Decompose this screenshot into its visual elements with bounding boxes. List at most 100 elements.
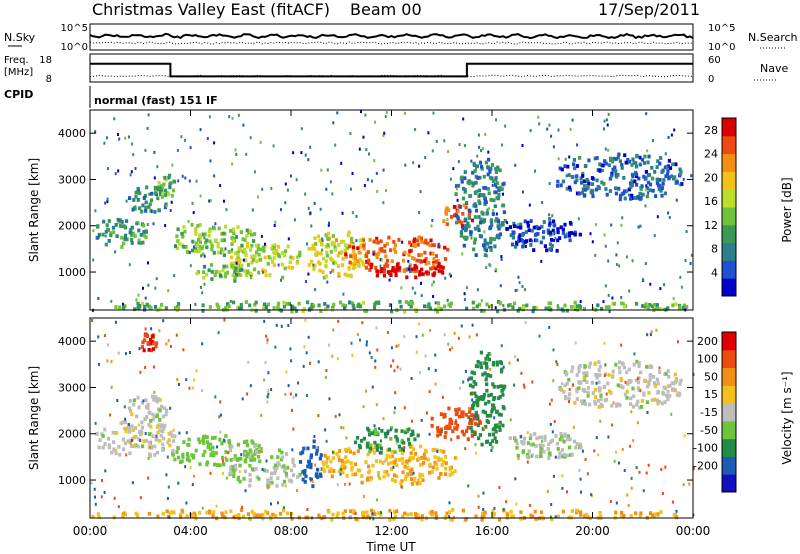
power-cell [246, 244, 250, 249]
power-cell [351, 301, 355, 306]
velocity-cell [631, 386, 635, 391]
power-cell [393, 250, 398, 254]
power-cell [601, 169, 604, 172]
velocity-cell [547, 456, 551, 461]
velocity-cell [168, 511, 172, 515]
power-cell [324, 264, 328, 269]
velocity-cell [340, 468, 343, 472]
velocity-cell [620, 343, 623, 347]
velocity-cell [411, 432, 415, 437]
power-cell [337, 242, 341, 247]
power-cell [675, 179, 679, 184]
power-cell [353, 265, 357, 269]
velocity-cell [415, 350, 418, 354]
velocity-cell [414, 452, 418, 456]
power-cell [491, 183, 494, 187]
velocity-cell [449, 465, 452, 469]
power-cell [419, 190, 422, 194]
velocity-cell [629, 514, 633, 518]
velocity-cell [339, 469, 343, 474]
power-cell [191, 201, 194, 205]
velocity-cell [362, 436, 366, 441]
velocity-cell [373, 512, 377, 516]
velocity-cell [477, 494, 480, 498]
velocity-cell [91, 514, 95, 519]
velocity-cell [209, 471, 212, 475]
power-cell [635, 154, 639, 159]
velocity-cell [471, 323, 474, 327]
power-cell [290, 174, 292, 178]
power-cell [170, 193, 174, 198]
velocity-cell [435, 462, 439, 467]
velocity-cell [302, 364, 305, 368]
velocity-cell [508, 436, 512, 441]
power-cell [529, 129, 532, 133]
power-cell [143, 304, 147, 309]
velocity-cell [498, 517, 502, 522]
velocity-cell [489, 413, 493, 418]
power-cell [362, 243, 366, 248]
power-cell [264, 242, 266, 246]
power-cell [419, 253, 423, 257]
power-cell [351, 245, 356, 250]
power-cell [266, 261, 270, 266]
velocity-cell [581, 449, 584, 453]
velocity-cell [251, 454, 255, 459]
velocity-cell [645, 471, 648, 475]
power-cell [415, 258, 419, 263]
velocity-cell [306, 464, 310, 469]
velocity-cell [563, 383, 567, 388]
power-cell [593, 156, 597, 161]
power-cell [284, 182, 287, 186]
velocity-colorbar-tick: -200 [693, 459, 718, 472]
power-colorbar-swatch [722, 207, 736, 226]
velocity-cell [153, 453, 157, 457]
power-cell [231, 162, 234, 166]
velocity-cell [593, 361, 597, 366]
power-cell [575, 304, 580, 309]
velocity-cell [499, 369, 504, 374]
velocity-cell [574, 341, 577, 345]
power-cell [393, 243, 397, 248]
power-cell [231, 116, 234, 120]
velocity-cell [584, 514, 589, 518]
velocity-cell [427, 367, 430, 371]
power-cell [672, 297, 675, 301]
power-cell [620, 301, 624, 306]
velocity-cell [492, 397, 496, 401]
power-cell [284, 249, 288, 254]
power-cell [585, 177, 589, 182]
velocity-cell [383, 470, 387, 474]
velocity-cell [143, 338, 147, 343]
velocity-cell [113, 496, 116, 500]
velocity-cell [107, 443, 112, 448]
velocity-cell [683, 434, 686, 438]
power-cell [556, 304, 559, 308]
power-cell [603, 159, 607, 163]
velocity-cell [656, 512, 660, 517]
power-cell [563, 222, 567, 227]
power-cell [463, 235, 467, 240]
velocity-cell [100, 495, 103, 499]
power-cell [424, 261, 428, 266]
velocity-cell [160, 423, 164, 428]
power-cell [461, 196, 466, 201]
velocity-cell [410, 467, 414, 472]
velocity-cell [173, 434, 177, 439]
power-cell [235, 261, 238, 265]
velocity-cell [416, 512, 420, 517]
power-cell [483, 230, 486, 234]
power-cell [384, 262, 388, 267]
velocity-cell [139, 429, 143, 434]
velocity-cell [514, 439, 518, 443]
velocity-cell [365, 510, 369, 515]
velocity-colorbar-swatch [722, 349, 736, 369]
power-cell [164, 306, 168, 310]
power-cell [403, 309, 407, 314]
velocity-cell [303, 469, 307, 473]
power-cell [271, 260, 275, 264]
power-cell [293, 218, 296, 222]
velocity-cell [103, 427, 107, 432]
velocity-cell [317, 513, 321, 518]
